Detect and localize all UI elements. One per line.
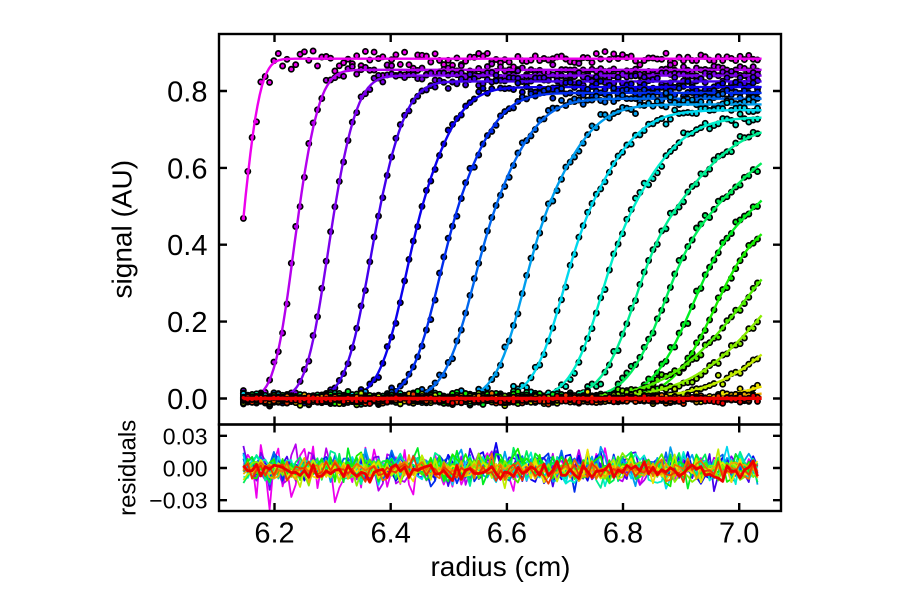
svg-text:7.0: 7.0 <box>719 518 759 550</box>
svg-text:0.0: 0.0 <box>167 384 207 416</box>
svg-text:−0.03: −0.03 <box>149 488 207 514</box>
svg-text:0.00: 0.00 <box>163 456 208 482</box>
svg-text:6.6: 6.6 <box>487 518 527 550</box>
svg-text:6.2: 6.2 <box>254 518 294 550</box>
svg-text:0.8: 0.8 <box>167 77 207 109</box>
svg-text:0.2: 0.2 <box>167 307 207 339</box>
svg-text:0.4: 0.4 <box>167 230 207 262</box>
svg-text:residuals: residuals <box>115 420 142 516</box>
svg-text:0.03: 0.03 <box>163 423 208 449</box>
svg-text:6.8: 6.8 <box>603 518 643 550</box>
svg-text:0.6: 0.6 <box>167 153 207 185</box>
svg-text:6.4: 6.4 <box>371 518 411 550</box>
svg-text:radius (cm): radius (cm) <box>430 551 570 582</box>
svg-text:signal (AU): signal (AU) <box>107 160 138 298</box>
